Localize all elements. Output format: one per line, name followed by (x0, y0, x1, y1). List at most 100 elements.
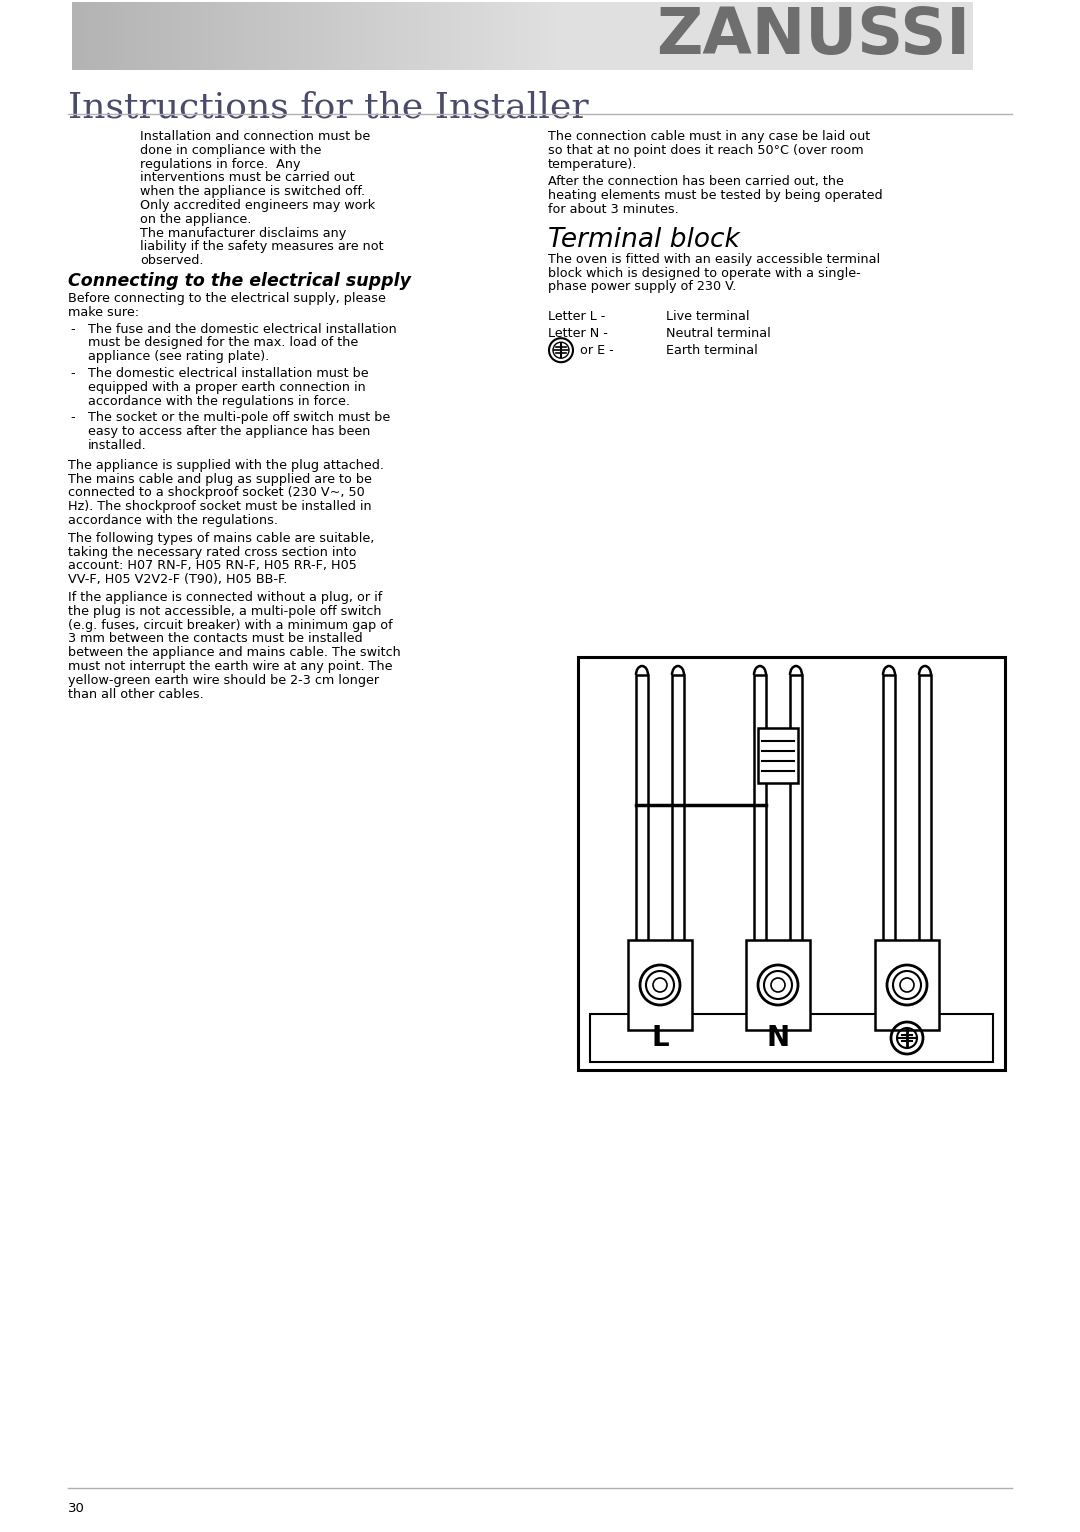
Text: -: - (70, 323, 75, 336)
Bar (880, 2, 883, 70)
Bar (355, 2, 359, 70)
Bar (79, 2, 82, 70)
Text: the plug is not accessible, a multi-pole off switch: the plug is not accessible, a multi-pole… (68, 605, 381, 617)
Bar (664, 2, 667, 70)
Bar (77, 2, 80, 70)
Bar (274, 2, 278, 70)
Bar (826, 2, 829, 70)
Bar (889, 2, 892, 70)
Bar (966, 2, 969, 70)
Bar (239, 2, 242, 70)
Bar (430, 2, 433, 70)
Bar (72, 2, 76, 70)
Bar (151, 2, 154, 70)
Bar (376, 2, 379, 70)
Bar (654, 2, 658, 70)
Bar (432, 2, 435, 70)
Text: L: L (651, 1023, 669, 1052)
Bar (936, 2, 940, 70)
Bar (934, 2, 937, 70)
Bar (578, 2, 581, 70)
Bar (723, 2, 726, 70)
Bar (119, 2, 122, 70)
Text: interventions must be carried out: interventions must be carried out (140, 172, 354, 184)
Bar (162, 2, 165, 70)
Bar (212, 2, 215, 70)
Bar (949, 2, 953, 70)
Text: 30: 30 (68, 1501, 85, 1515)
Text: temperature).: temperature). (548, 158, 637, 170)
Bar (810, 2, 813, 70)
Bar (394, 2, 397, 70)
Bar (576, 2, 579, 70)
Text: when the appliance is switched off.: when the appliance is switched off. (140, 185, 365, 198)
Text: ZANUSSI: ZANUSSI (656, 5, 970, 67)
Bar (669, 2, 672, 70)
Bar (369, 2, 373, 70)
Bar (421, 2, 424, 70)
Bar (615, 2, 618, 70)
Text: done in compliance with the: done in compliance with the (140, 144, 322, 156)
Bar (185, 2, 188, 70)
Text: Neutral terminal: Neutral terminal (666, 328, 771, 340)
Text: phase power supply of 230 V.: phase power supply of 230 V. (548, 280, 737, 294)
Text: The mains cable and plug as supplied are to be: The mains cable and plug as supplied are… (68, 472, 372, 486)
Bar (799, 2, 802, 70)
Bar (729, 2, 732, 70)
Bar (441, 2, 444, 70)
Bar (581, 2, 584, 70)
Bar (453, 2, 456, 70)
Bar (642, 2, 645, 70)
Text: Before connecting to the electrical supply, please: Before connecting to the electrical supp… (68, 293, 386, 305)
Bar (605, 2, 608, 70)
Bar (843, 2, 847, 70)
Bar (295, 2, 298, 70)
Bar (592, 2, 595, 70)
Bar (627, 941, 692, 1030)
Bar (121, 2, 125, 70)
Bar (335, 2, 338, 70)
Bar (326, 2, 329, 70)
Bar (399, 2, 402, 70)
Bar (160, 2, 163, 70)
Text: If the appliance is connected without a plug, or if: If the appliance is connected without a … (68, 591, 382, 604)
Bar (610, 2, 613, 70)
Bar (725, 2, 728, 70)
Bar (679, 2, 683, 70)
Bar (315, 2, 319, 70)
Bar (684, 2, 687, 70)
Text: (e.g. fuses, circuit breaker) with a minimum gap of: (e.g. fuses, circuit breaker) with a min… (68, 619, 393, 631)
Bar (920, 2, 923, 70)
Bar (914, 2, 917, 70)
Bar (619, 2, 622, 70)
Bar (893, 2, 896, 70)
Bar (573, 2, 577, 70)
Text: so that at no point does it reach 50°C (over room: so that at no point does it reach 50°C (… (548, 144, 864, 156)
Bar (603, 2, 606, 70)
Bar (735, 2, 739, 70)
Bar (308, 2, 311, 70)
Bar (357, 2, 361, 70)
Bar (259, 2, 262, 70)
Bar (646, 2, 649, 70)
Bar (895, 2, 899, 70)
Bar (507, 2, 510, 70)
Bar (677, 2, 680, 70)
Bar (492, 2, 496, 70)
Text: between the appliance and mains cable. The switch: between the appliance and mains cable. T… (68, 647, 401, 659)
Bar (733, 2, 737, 70)
Bar (870, 2, 874, 70)
Bar (922, 2, 926, 70)
Bar (353, 2, 356, 70)
Bar (484, 2, 487, 70)
Bar (261, 2, 265, 70)
Bar (207, 2, 211, 70)
Bar (511, 2, 514, 70)
Bar (129, 2, 132, 70)
Bar (542, 2, 545, 70)
Bar (846, 2, 849, 70)
Bar (828, 2, 832, 70)
Bar (330, 2, 334, 70)
Bar (853, 2, 856, 70)
Bar (558, 2, 562, 70)
